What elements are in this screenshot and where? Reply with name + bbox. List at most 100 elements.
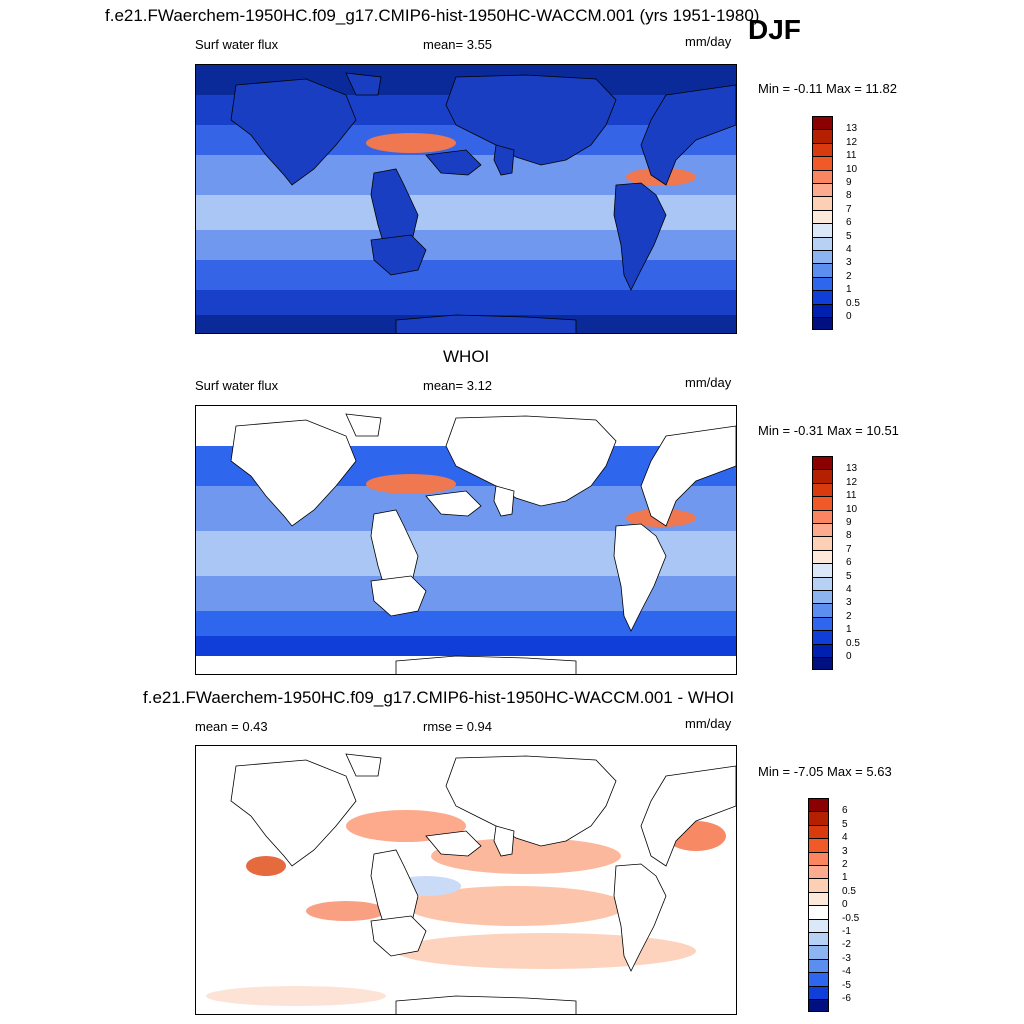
colorbar-swatch <box>808 811 829 825</box>
map-field <box>196 406 736 674</box>
colorbar-tick-label: -4 <box>842 966 851 978</box>
map-field <box>196 65 736 333</box>
map-coastline <box>230 78 357 186</box>
panel-1-title: f.e21.FWaerchem-1950HC.f09_g17.CMIP6-his… <box>105 6 760 25</box>
map-coastline <box>445 415 617 507</box>
colorbar-tick-label: 2 <box>846 610 852 622</box>
colorbar-tick-label: 10 <box>846 163 858 175</box>
colorbar-tick-label: -1 <box>842 926 851 937</box>
map-coastline <box>493 485 515 517</box>
colorbar-swatch <box>812 183 833 197</box>
map-contour-band <box>396 933 696 969</box>
panel-1-mean-label: mean= 3.55 <box>423 37 493 52</box>
panel-3-units-label: mm/day <box>685 716 732 731</box>
colorbar-swatch <box>812 209 833 224</box>
panel-2-title: WHOI <box>443 347 490 366</box>
colorbar-swatch <box>812 563 833 577</box>
map-coastline <box>493 825 515 857</box>
colorbar-tick-label: 7 <box>846 543 852 555</box>
map-coastline <box>345 753 382 777</box>
colorbar-tick-label: 0 <box>842 899 848 911</box>
colorbar-tick-label: 8 <box>846 190 852 202</box>
colorbar-tick-label: 1 <box>842 872 848 884</box>
colorbar-tick-label: 3 <box>842 845 848 857</box>
map-coastline <box>425 149 482 176</box>
map-contour-band <box>196 290 736 315</box>
colorbar-tick-label: 4 <box>846 244 852 255</box>
panel-3-minmax-label: Min = -7.05 Max = 5.63 <box>758 764 892 779</box>
map-coastline <box>370 915 427 957</box>
map-contour-band <box>306 901 386 921</box>
colorbar-swatch <box>812 223 833 237</box>
colorbar-tick-label: 0 <box>846 651 852 662</box>
map-coastline <box>370 575 427 617</box>
colorbar-tick-label: 8 <box>846 530 852 542</box>
panel-2-units-label: mm/day <box>685 375 732 390</box>
colorbar-tick-label: -3 <box>842 952 851 964</box>
panel-2-variable-label: Surf water flux <box>195 378 279 393</box>
colorbar-swatch <box>808 999 829 1013</box>
colorbar-tick-label: 12 <box>846 136 858 148</box>
map-coastline <box>613 863 667 972</box>
colorbar-tick-label: 11 <box>846 150 857 162</box>
map-coastline <box>395 314 577 333</box>
colorbar-swatch <box>812 496 833 510</box>
map-coastline <box>345 72 382 96</box>
colorbar-tick-label: -6 <box>842 993 851 1004</box>
map-contour-band <box>196 260 736 290</box>
colorbar-tick-label: 6 <box>846 217 852 229</box>
panel-2-mean-label: mean= 3.12 <box>423 378 493 393</box>
colorbar-tick-label: 5 <box>842 818 848 830</box>
map-coastline <box>445 755 617 847</box>
colorbar-swatch <box>812 576 833 590</box>
map-coastline <box>345 413 382 437</box>
colorbar-swatch <box>812 590 833 604</box>
map-contour-band <box>406 886 626 926</box>
map-hotspot <box>366 133 456 153</box>
map-contour-band <box>196 611 736 636</box>
colorbar-swatch <box>812 469 833 483</box>
colorbar-swatch <box>808 958 829 973</box>
colorbar-swatch <box>812 169 833 183</box>
map-coastline <box>230 419 357 527</box>
colorbar-tick-label: 0.5 <box>846 637 860 649</box>
panel-3-mean-label: mean = 0.43 <box>195 719 268 734</box>
colorbar-swatch <box>812 603 833 617</box>
colorbar-swatch <box>808 972 829 986</box>
colorbar-swatch <box>808 905 829 919</box>
colorbar-tick-label: -5 <box>842 979 851 991</box>
colorbar-swatch <box>812 523 833 537</box>
panel-2-map <box>195 405 737 675</box>
colorbar-tick-label: -0.5 <box>842 912 860 924</box>
map-contour-band <box>206 986 386 1006</box>
colorbar-swatch <box>812 317 833 331</box>
colorbar-tick-label: 0.5 <box>846 297 860 309</box>
colorbar-swatch <box>808 851 829 865</box>
colorbar-tick-label: 6 <box>846 557 852 569</box>
colorbar-swatch <box>812 303 833 317</box>
colorbar-swatch <box>808 878 829 892</box>
colorbar-swatch <box>812 129 833 143</box>
colorbar-swatch <box>808 865 829 879</box>
colorbar-swatch <box>808 891 829 906</box>
colorbar-tick-label: 5 <box>846 230 852 242</box>
map-coastline <box>640 84 736 186</box>
colorbar-tick-label: 1 <box>846 284 852 296</box>
colorbar-tick-label: 2 <box>846 270 852 282</box>
map-coastline <box>640 425 736 527</box>
colorbar-swatch <box>808 932 829 946</box>
colorbar-frame <box>812 456 833 671</box>
map-coastline <box>395 655 577 674</box>
colorbar-swatch <box>812 290 833 304</box>
colorbar-frame <box>808 798 829 1013</box>
colorbar-tick-label: 4 <box>842 832 848 844</box>
map-field <box>206 753 736 1014</box>
colorbar-swatch <box>812 536 833 550</box>
panel-1-map <box>195 64 737 334</box>
colorbar-swatch <box>812 549 833 564</box>
map-coastline <box>230 759 357 867</box>
colorbar-tick-label: 0 <box>846 311 852 322</box>
panel-1-variable-label: Surf water flux <box>195 37 279 52</box>
colorbar-tick-label: 11 <box>846 490 857 502</box>
colorbar-swatch <box>812 616 833 631</box>
